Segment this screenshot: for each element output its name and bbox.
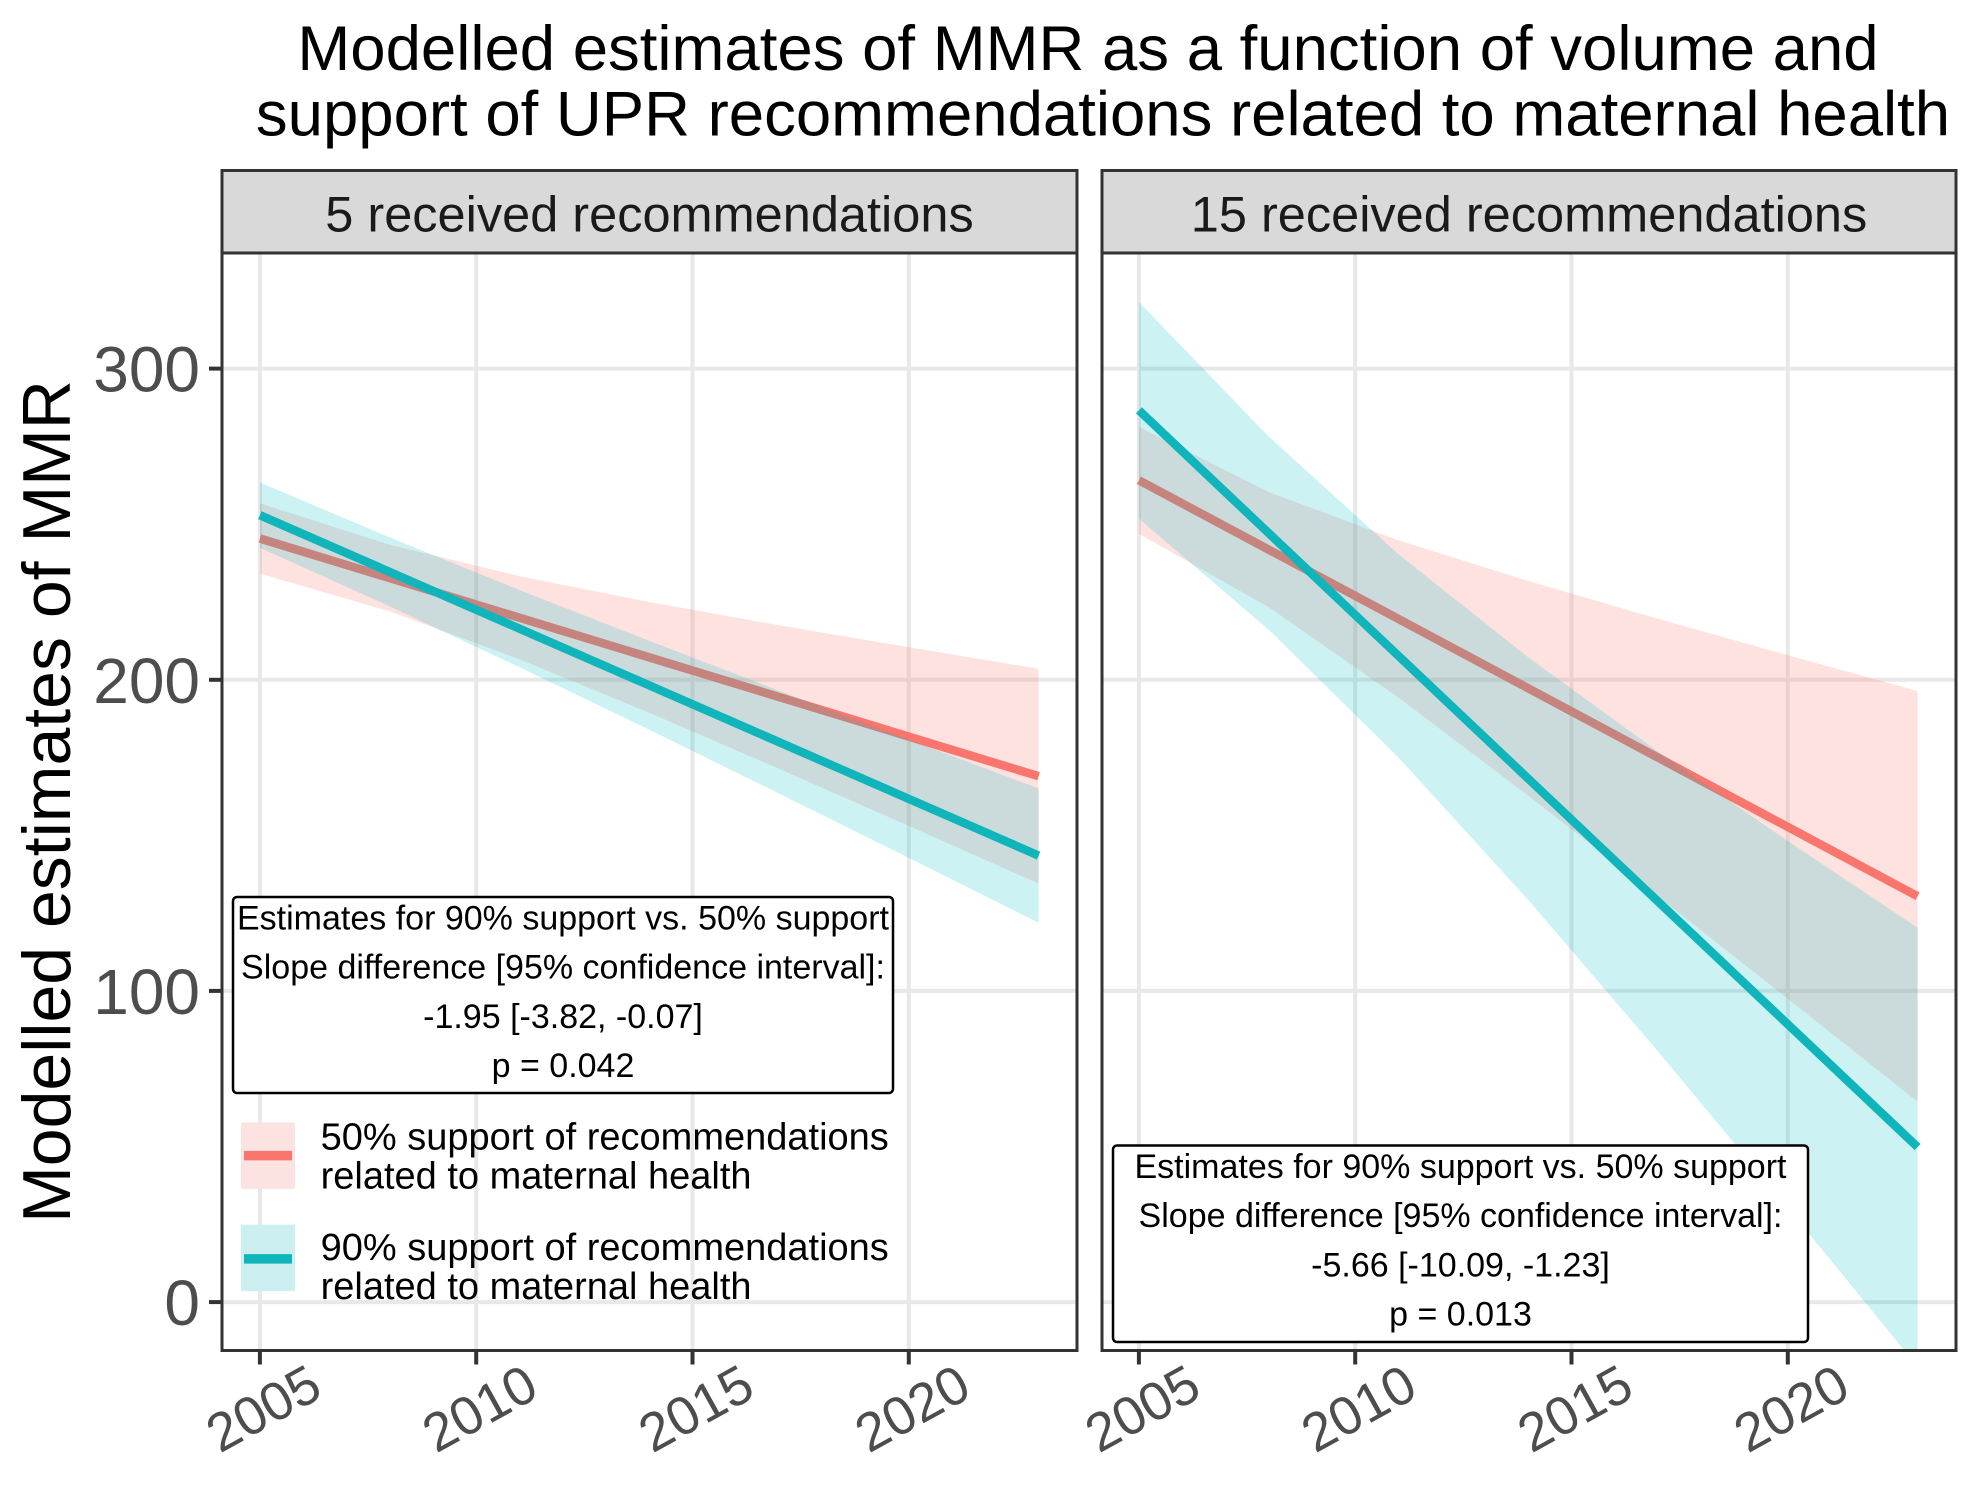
svg-text:p = 0.042: p = 0.042	[492, 1047, 635, 1085]
svg-text:-1.95 [-3.82, -0.07]: -1.95 [-3.82, -0.07]	[423, 998, 703, 1036]
svg-text:Modelled estimates of MMR: Modelled estimates of MMR	[9, 380, 85, 1223]
svg-text:-5.66 [-10.09, -1.23]: -5.66 [-10.09, -1.23]	[1311, 1246, 1610, 1284]
svg-text:p = 0.013: p = 0.013	[1389, 1296, 1532, 1334]
svg-text:Modelled estimates of MMR as a: Modelled estimates of MMR as a function …	[297, 14, 1878, 84]
svg-text:Estimates for 90% support vs.: Estimates for 90% support vs. 50% suppor…	[1135, 1148, 1788, 1186]
svg-text:5 received recommendations: 5 received recommendations	[325, 186, 973, 243]
svg-text:100: 100	[93, 956, 200, 1028]
svg-text:Slope difference [95% confiden: Slope difference [95% confidence interva…	[241, 949, 885, 987]
svg-text:related to maternal health: related to maternal health	[321, 1266, 752, 1308]
svg-text:50% support of recommendations: 50% support of recommendations	[321, 1117, 889, 1159]
svg-text:15 received recommendations: 15 received recommendations	[1191, 186, 1868, 243]
svg-text:support of UPR recommendations: support of UPR recommendations related t…	[256, 79, 1950, 149]
svg-text:related to maternal health: related to maternal health	[321, 1156, 752, 1198]
svg-text:90% support of recommendations: 90% support of recommendations	[321, 1227, 889, 1269]
svg-text:300: 300	[93, 334, 200, 406]
svg-text:Estimates for 90% support vs.: Estimates for 90% support vs. 50% suppor…	[237, 899, 890, 937]
svg-text:Slope difference [95% confiden: Slope difference [95% confidence interva…	[1139, 1197, 1783, 1235]
svg-text:200: 200	[93, 645, 200, 717]
svg-text:0: 0	[164, 1267, 200, 1339]
